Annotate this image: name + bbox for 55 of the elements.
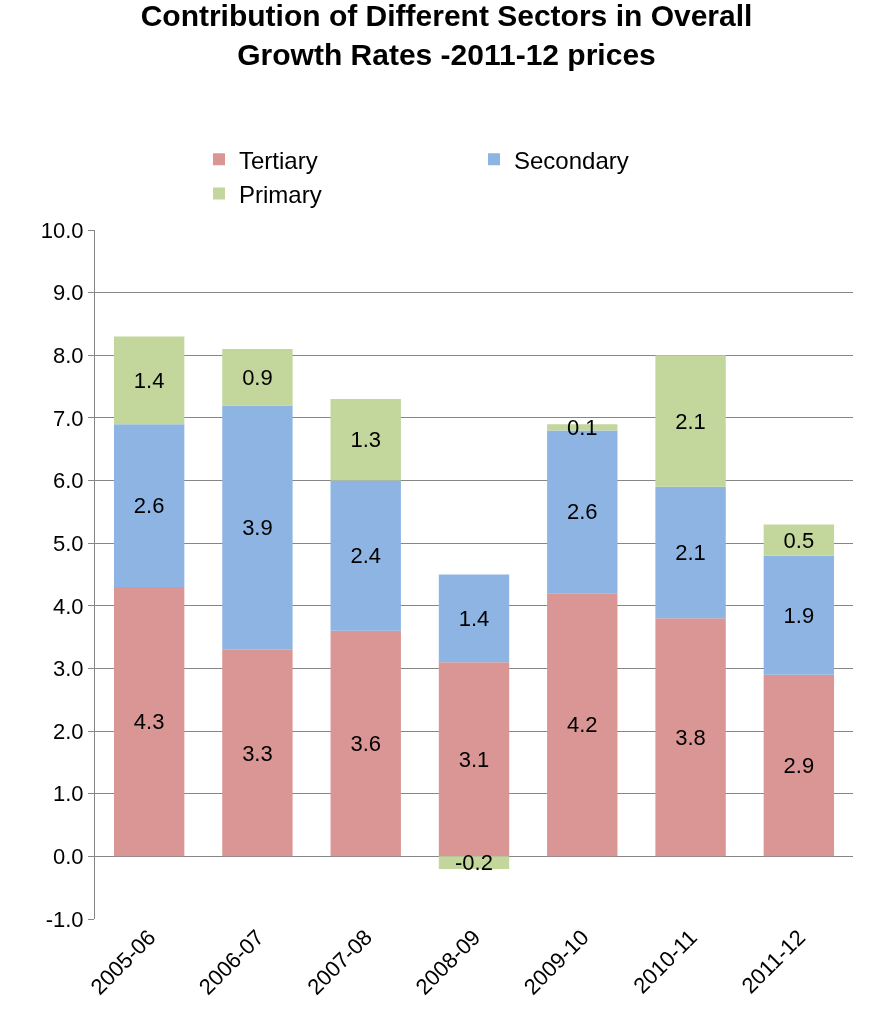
bar [330,630,401,857]
data-label: -0.2 [455,850,493,876]
data-label: 1.9 [783,602,815,628]
bar [655,355,726,487]
bar [438,662,510,857]
legend-label: Secondary [514,146,629,174]
y-tick-label: 4.0 [53,593,84,619]
y-tick-label: 7.0 [53,405,84,431]
data-label: 2.6 [566,499,598,525]
data-label: 1.4 [133,367,165,393]
data-label: 3.6 [350,731,382,757]
data-label: 2.6 [133,493,165,519]
bar [330,480,401,631]
y-tick-label: 0.0 [53,844,84,870]
bar [763,674,835,857]
bar [113,424,185,588]
y-tick-label: 3.0 [53,656,84,682]
data-label: 4.2 [566,712,598,738]
data-label: 0.1 [566,414,598,440]
bar [547,593,618,857]
data-label: 3.8 [675,724,706,750]
data-label: 1.3 [350,427,382,453]
y-tick-label: 5.0 [53,530,84,556]
chart-title: Contribution of Different Sectors in Overall Growth Rates -2011-12 prices [140,0,753,71]
bar [330,399,401,481]
bar [222,349,293,406]
y-tick-label: 9.0 [53,280,84,306]
bar [655,618,726,857]
data-label: 3.1 [458,746,490,772]
bar [113,587,185,857]
y-tick-label: 6.0 [53,468,84,494]
bar [438,574,510,663]
bar [655,486,726,619]
data-label: 2.1 [675,540,706,566]
y-tick-label: 10.0 [40,217,84,243]
data-label: 2.1 [675,408,706,434]
data-label: 0.9 [242,364,273,390]
y-tick-label: -1.0 [45,906,84,932]
y-tick-label: 1.0 [53,781,84,807]
data-label: 0.5 [783,527,815,553]
bar [222,405,293,650]
y-tick-label: 8.0 [53,342,84,368]
bar [222,649,293,857]
data-label: 1.4 [458,605,490,631]
legend-label: Primary [239,180,322,208]
data-label: 3.9 [242,515,273,541]
data-label: 2.4 [350,543,382,569]
bar [763,555,835,675]
y-tick-label: 2.0 [53,718,84,744]
bar [763,524,835,556]
data-label: 2.9 [783,753,815,779]
data-label: 3.3 [242,740,273,766]
data-label: 4.3 [133,709,165,735]
bar [113,336,185,425]
legend-label: Tertiary [239,146,318,174]
